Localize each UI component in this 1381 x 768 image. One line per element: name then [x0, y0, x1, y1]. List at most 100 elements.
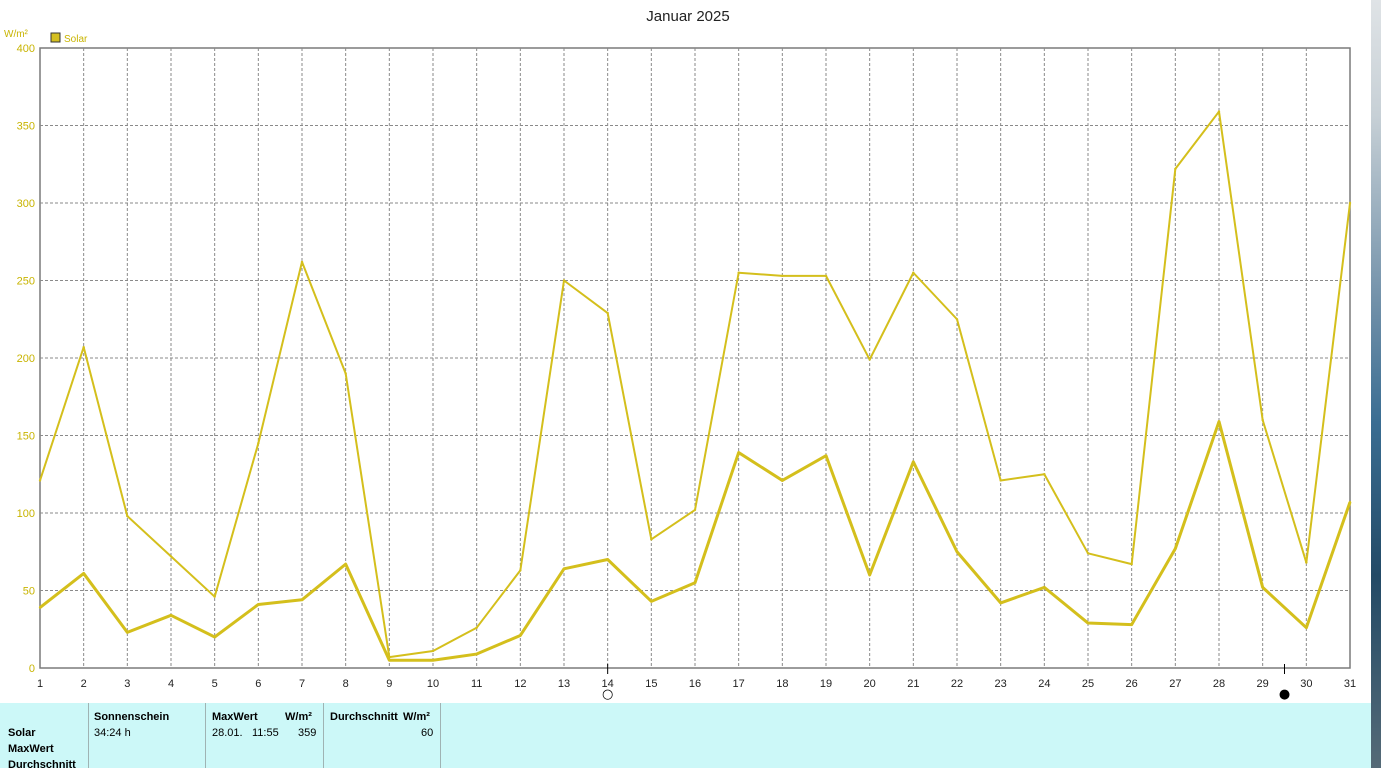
summary-panel: Solar MaxWert Durchschnitt Sonnenschein …	[0, 703, 1371, 768]
durchschnitt-header: Durchschnitt	[330, 711, 398, 723]
average-data-point	[126, 631, 129, 634]
y-tick-label: 0	[29, 663, 35, 675]
average-data-point	[868, 573, 871, 577]
average-data-point	[1130, 623, 1133, 626]
x-tick-label: 23	[995, 678, 1007, 690]
y-tick-label: 400	[17, 43, 35, 55]
x-tick-label: 31	[1344, 678, 1356, 690]
divider	[440, 703, 441, 768]
sonnenschein-column: Sonnenschein 34:24 h	[89, 703, 205, 768]
maxwert-header: MaxWert	[212, 711, 258, 723]
divider	[88, 703, 89, 768]
x-tick-label: 16	[689, 678, 701, 690]
max-data-point	[999, 479, 1002, 482]
average-data-point	[388, 659, 391, 662]
moon-phase-icon: ●	[1279, 687, 1290, 702]
max-data-point	[1174, 167, 1177, 171]
average-data-point	[1348, 500, 1352, 504]
x-tick-label: 1	[37, 678, 43, 690]
average-data-point	[1043, 586, 1046, 589]
max-data-point	[824, 274, 828, 278]
y-tick-label: 50	[23, 586, 35, 598]
max-data-point	[1130, 562, 1133, 566]
x-tick-label: 21	[907, 678, 919, 690]
average-data-point	[606, 558, 609, 561]
max-data-point	[213, 595, 216, 598]
x-tick-label: 13	[558, 678, 570, 690]
sonnenschein-header: Sonnenschein	[94, 711, 170, 723]
average-data-point	[257, 603, 260, 606]
row-label-durchschnitt: Durchschnitt	[8, 759, 76, 768]
x-tick-label: 20	[864, 678, 876, 690]
maxwert-time: 11:55	[252, 727, 279, 739]
max-data-point	[693, 508, 697, 512]
x-tick-label: 26	[1126, 678, 1138, 690]
x-tick-label: 29	[1257, 678, 1269, 690]
x-tick-label: 12	[514, 678, 526, 690]
max-data-point	[169, 555, 173, 558]
x-tick-label: 24	[1038, 678, 1050, 690]
x-tick-label: 5	[212, 678, 218, 690]
x-tick-label: 14	[602, 678, 614, 690]
max-data-point	[1217, 110, 1221, 113]
sonnenschein-value: 34:24 h	[94, 727, 131, 739]
x-tick-label: 27	[1169, 678, 1181, 690]
average-data-point	[431, 659, 435, 662]
max-data-point	[650, 538, 653, 541]
max-data-point	[431, 649, 435, 653]
row-label-solar: Solar	[8, 727, 36, 739]
maxwert-unit: W/m²	[285, 711, 312, 723]
x-tick-label: 19	[820, 678, 832, 690]
x-tick-label: 9	[386, 678, 392, 690]
max-data-point	[606, 311, 609, 315]
max-data-point	[562, 279, 566, 282]
max-data-point	[126, 514, 129, 518]
solar-chart: Januar 2025 W/m² Solar 0 50 100 150 200 250 30…	[4, 8, 1356, 702]
max-data-point	[1261, 418, 1264, 422]
max-data-point	[1305, 561, 1308, 564]
x-tick-label: 18	[776, 678, 788, 690]
x-tick-label: 10	[427, 678, 439, 690]
average-data-point	[1174, 547, 1177, 550]
average-data-point	[912, 460, 915, 464]
average-data-point	[475, 652, 478, 656]
average-data-point	[213, 635, 216, 639]
average-data-point	[562, 567, 566, 570]
legend-label: Solar	[64, 34, 88, 45]
maxwert-column: MaxWert W/m² 28.01. 11:55 359	[206, 703, 323, 768]
durchschnitt-column: Durchschnitt W/m² 60	[324, 703, 440, 768]
y-axis-unit: W/m²	[4, 29, 29, 40]
row-label-maxwert: MaxWert	[8, 743, 54, 755]
max-data-point	[868, 358, 871, 361]
x-tick-label: 2	[81, 678, 87, 690]
average-data-point	[169, 614, 173, 617]
divider	[323, 703, 324, 768]
maxwert-date: 28.01.	[212, 727, 243, 739]
max-data-point	[519, 569, 522, 572]
x-tick-label: 6	[255, 678, 261, 690]
row-labels-column: Solar MaxWert Durchschnitt	[0, 703, 88, 768]
max-data-point	[1086, 552, 1090, 555]
average-data-point	[824, 454, 828, 457]
max-data-point	[955, 318, 959, 321]
window-edge	[1371, 0, 1381, 768]
x-tick-label: 7	[299, 678, 305, 690]
average-data-point	[955, 550, 959, 553]
x-tick-label: 3	[124, 678, 130, 690]
x-tick-label: 25	[1082, 678, 1094, 690]
y-tick-label: 150	[17, 431, 35, 443]
average-data-point	[300, 598, 304, 601]
x-tick-label: 15	[645, 678, 657, 690]
max-data-point	[1348, 201, 1352, 205]
legend-swatch	[50, 32, 61, 43]
average-data-point	[1305, 626, 1308, 629]
max-data-point	[257, 442, 260, 445]
max-data-point	[475, 626, 478, 629]
average-data-point	[693, 581, 697, 584]
average-data-point	[38, 606, 42, 609]
average-data-point	[999, 601, 1002, 605]
max-data-point	[912, 271, 915, 274]
x-tick-label: 4	[168, 678, 174, 690]
average-data-point	[781, 479, 784, 482]
x-tick-label: 30	[1300, 678, 1312, 690]
